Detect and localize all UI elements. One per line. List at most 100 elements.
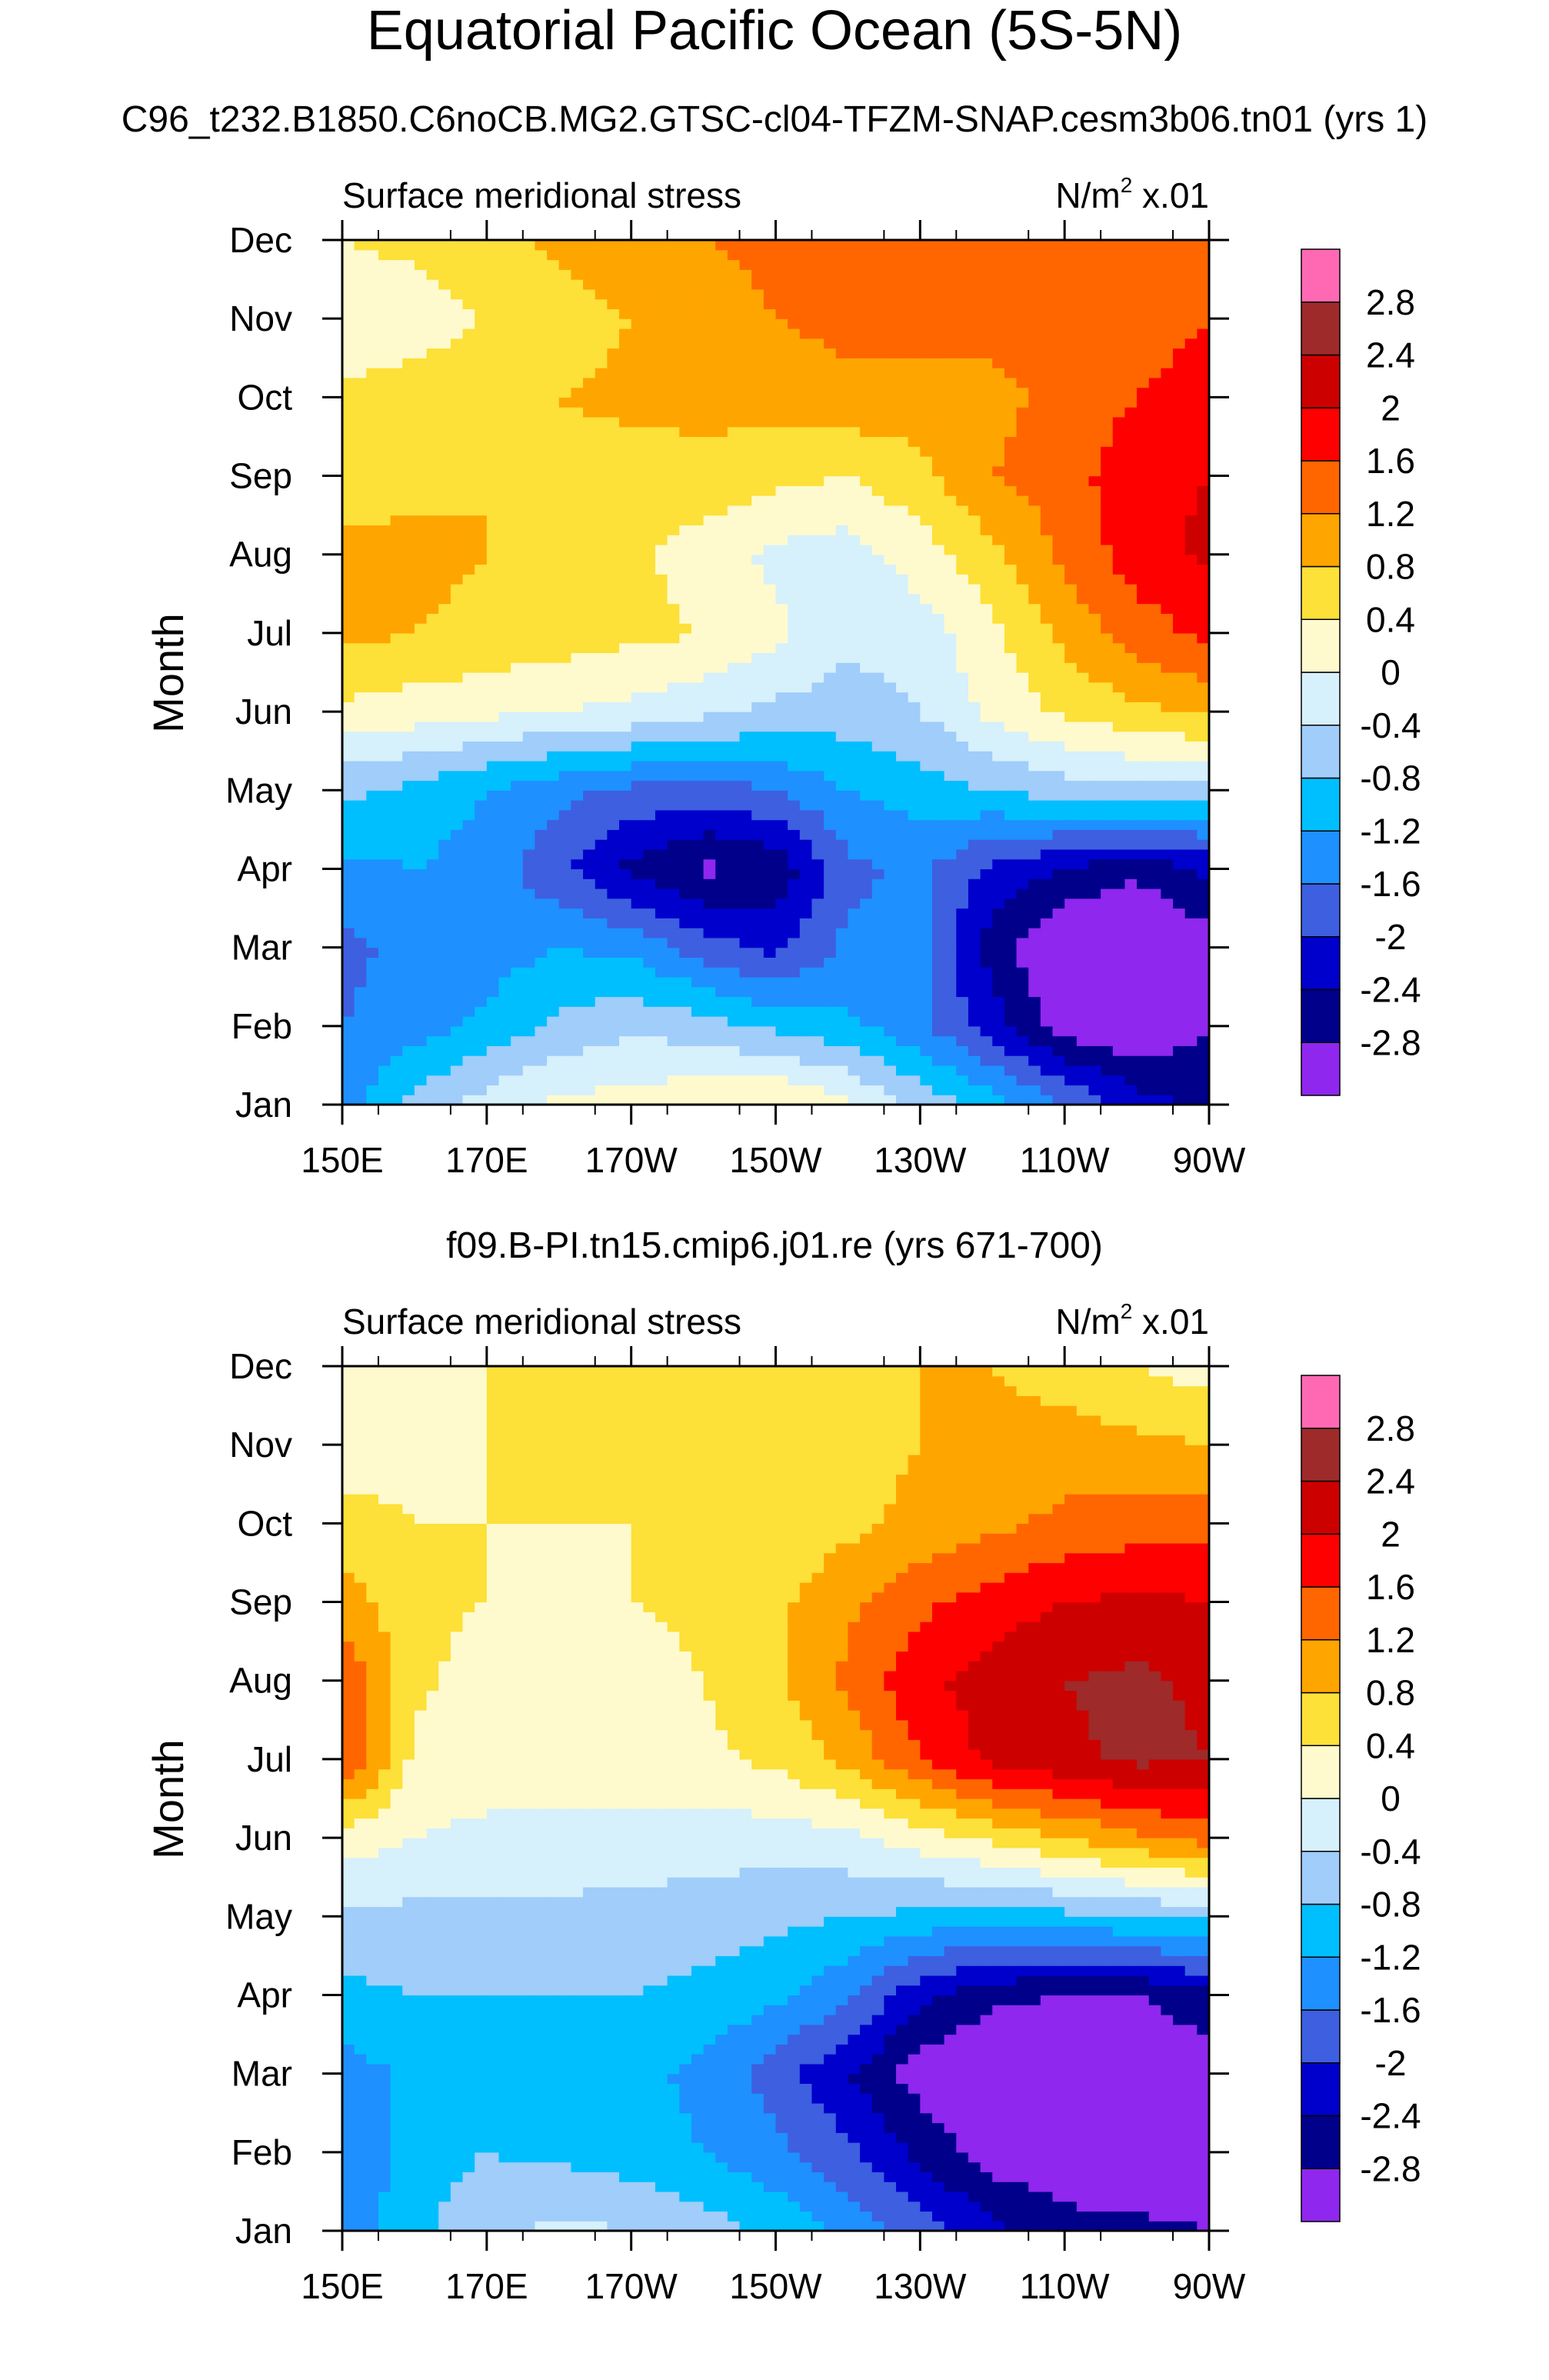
contour-cell <box>571 1055 584 1066</box>
contour-cell <box>511 436 524 447</box>
contour-cell <box>968 770 981 782</box>
contour-cell <box>631 397 644 408</box>
contour-cell <box>547 269 560 280</box>
contour-cell <box>571 328 584 339</box>
contour-cell <box>908 829 921 840</box>
contour-cell <box>450 976 464 988</box>
contour-cell <box>402 780 415 791</box>
contour-cell <box>595 1085 608 1095</box>
contour-cell <box>775 1055 788 1066</box>
contour-cell <box>824 672 837 683</box>
contour-cell <box>366 839 379 850</box>
contour-cell <box>342 721 355 732</box>
contour-cell <box>571 800 584 811</box>
contour-cell <box>595 957 608 968</box>
contour-cell <box>931 505 945 516</box>
contour-cell <box>619 839 632 850</box>
contour-cell <box>968 358 981 368</box>
contour-cell <box>763 908 777 918</box>
contour-cell <box>691 751 705 762</box>
contour-cell <box>775 1085 788 1095</box>
contour-cell <box>715 976 728 988</box>
contour-cell <box>402 770 415 782</box>
contour-cell <box>931 947 945 958</box>
contour-cell <box>547 515 560 526</box>
contour-cell <box>619 495 632 506</box>
contour-cell <box>824 712 837 722</box>
contour-cell <box>968 485 981 496</box>
contour-cell <box>511 318 524 329</box>
contour-cell <box>739 1055 752 1066</box>
contour-cell <box>607 603 620 614</box>
contour-cell <box>775 593 788 605</box>
contour-cell <box>342 368 355 378</box>
contour-cell <box>763 702 777 712</box>
contour-cell <box>462 269 475 280</box>
contour-cell <box>571 868 584 879</box>
contour-cell <box>595 574 608 585</box>
contour-cell <box>703 642 716 654</box>
contour-cell <box>535 937 548 948</box>
contour-cell <box>715 446 728 457</box>
contour-cell <box>547 848 560 860</box>
contour-cell <box>571 770 584 782</box>
contour-cell <box>475 819 488 830</box>
contour-cell <box>896 848 909 860</box>
contour-cell <box>342 1095 355 1105</box>
contour-cell <box>390 358 403 368</box>
contour-cell <box>715 848 728 860</box>
contour-cell <box>426 584 439 595</box>
contour-cell <box>799 662 813 673</box>
contour-cell <box>366 318 379 329</box>
contour-cell <box>944 751 957 762</box>
contour-cell <box>438 505 451 516</box>
contour-cell <box>691 878 705 889</box>
contour-cell <box>920 790 933 801</box>
contour-cell <box>691 937 705 948</box>
contour-cell <box>558 702 571 712</box>
contour-cell <box>811 682 824 693</box>
contour-cell <box>751 505 765 516</box>
contour-cell <box>871 240 884 251</box>
contour-cell <box>643 1085 656 1095</box>
contour-cell <box>354 416 367 428</box>
contour-cell <box>522 564 536 575</box>
contour-cell <box>475 1045 488 1056</box>
contour-cell <box>462 515 475 526</box>
contour-cell <box>931 800 945 811</box>
contour-cell <box>619 790 632 801</box>
contour-cell <box>450 712 464 722</box>
contour-cell <box>871 623 884 634</box>
contour-cell <box>920 358 933 368</box>
contour-cell <box>583 1075 596 1086</box>
contour-cell <box>835 298 849 310</box>
contour-cell <box>896 800 909 811</box>
contour-cell <box>486 416 500 428</box>
contour-cell <box>956 564 969 575</box>
contour-cell <box>1040 712 1054 722</box>
contour-cell <box>354 741 367 752</box>
contour-cell <box>498 456 511 467</box>
contour-cell <box>679 328 692 339</box>
contour-cell <box>366 967 379 978</box>
contour-cell <box>583 525 596 535</box>
contour-cell <box>848 760 861 772</box>
contour-cell <box>667 259 680 270</box>
contour-cell <box>571 377 584 388</box>
contour-cell <box>414 574 428 585</box>
contour-cell <box>450 564 464 575</box>
contour-cell <box>980 505 993 516</box>
contour-cell <box>595 613 608 624</box>
contour-cell <box>438 1016 451 1027</box>
contour-cell <box>920 240 933 251</box>
contour-cell <box>1028 1095 1041 1105</box>
contour-cell <box>366 790 379 801</box>
contour-cell <box>848 652 861 663</box>
contour-cell <box>475 937 488 948</box>
contour-cell <box>619 819 632 830</box>
contour-cell <box>402 760 415 772</box>
contour-cell <box>763 288 777 300</box>
contour-cell <box>402 712 415 722</box>
contour-cell <box>944 1055 957 1066</box>
contour-cell <box>848 465 861 477</box>
